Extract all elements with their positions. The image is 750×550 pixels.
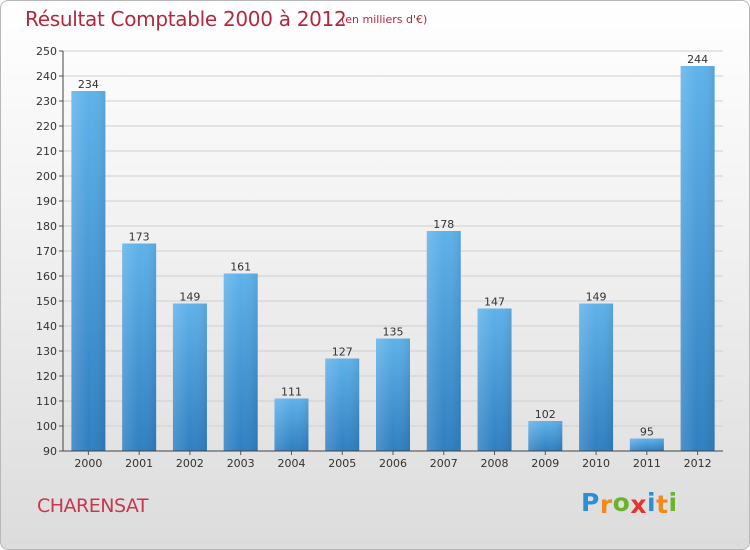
y-tick-label: 240: [36, 70, 57, 83]
bar-shading: [477, 308, 512, 451]
bar-shading: [528, 421, 563, 451]
y-tick-label: 160: [36, 270, 57, 283]
x-tick-label: 2006: [379, 457, 407, 470]
logo-letter: x: [630, 490, 647, 519]
value-label: 135: [383, 326, 404, 339]
value-label: 95: [640, 426, 654, 439]
value-label: 127: [332, 346, 353, 359]
bar-shading: [325, 358, 360, 451]
y-tick-label: 150: [36, 295, 57, 308]
x-tick-label: 2004: [277, 457, 305, 470]
bar-shading: [376, 338, 410, 451]
value-label: 149: [179, 291, 200, 304]
y-tick-label: 90: [43, 445, 57, 458]
x-tick-label: 2005: [328, 457, 356, 470]
bar-shading: [172, 303, 207, 451]
logo-letter: o: [612, 488, 631, 517]
x-tick-label: 2000: [74, 457, 102, 470]
bar-shading: [680, 66, 715, 451]
y-tick-label: 130: [36, 345, 57, 358]
x-tick-label: 2012: [684, 457, 712, 470]
y-tick-label: 190: [36, 195, 57, 208]
chart-title: Résultat Comptable 2000 à 2012: [25, 7, 347, 31]
logo-letter: r: [599, 490, 613, 519]
value-label: 149: [586, 291, 607, 304]
value-label: 178: [433, 218, 454, 231]
logo-letter: i: [668, 488, 678, 517]
y-tick-label: 180: [36, 220, 57, 233]
chart-subtitle: (en milliers d'€): [341, 13, 428, 26]
bar-shading: [223, 273, 258, 451]
x-axis-tick-labels: 2000 2001 2002 2003 2004 2005 2006 2007 2008 2009…: [74, 451, 712, 470]
bar-shading: [71, 91, 106, 451]
value-label: 244: [687, 53, 708, 66]
logo-letter: t: [656, 490, 669, 519]
x-tick-label: 2010: [582, 457, 610, 470]
y-tick-label: 120: [36, 370, 57, 383]
y-tick-label: 220: [36, 120, 57, 133]
x-tick-label: 2001: [125, 457, 153, 470]
y-tick-label: 140: [36, 320, 57, 333]
x-tick-label: 2002: [176, 457, 204, 470]
value-label: 111: [281, 386, 302, 399]
logo-letter: i: [647, 488, 657, 517]
y-tick-label: 100: [36, 420, 57, 433]
y-tick-label: 210: [36, 145, 57, 158]
x-tick-label: 2011: [633, 457, 661, 470]
y-tick-label: 200: [36, 170, 57, 183]
x-tick-label: 2007: [430, 457, 458, 470]
x-tick-label: 2003: [227, 457, 255, 470]
value-label: 161: [230, 261, 251, 274]
y-tick-label: 250: [36, 45, 57, 58]
value-label: 102: [535, 408, 556, 421]
logo-letter: P: [581, 488, 600, 517]
proxiti-logo: Proxiti: [581, 488, 678, 519]
bar-shading: [274, 398, 309, 451]
y-tick-label: 230: [36, 95, 57, 108]
bar-shading: [122, 243, 157, 451]
x-tick-label: 2008: [481, 457, 509, 470]
bars: 234 173 149 161 111 127 135 178 147 102 149 95 244: [71, 53, 715, 451]
bar-shading: [579, 303, 614, 451]
value-label: 234: [78, 78, 99, 91]
commune-name: CHARENSAT: [37, 495, 149, 517]
x-tick-label: 2009: [531, 457, 559, 470]
y-tick-label: 110: [36, 395, 57, 408]
y-axis-tick-labels: 90 100 110 120 130 140 150 160 170 180 190 200 210 22…: [36, 45, 57, 458]
bar-shading: [629, 438, 664, 451]
value-label: 173: [129, 231, 150, 244]
value-label: 147: [484, 296, 505, 309]
bar-shading: [426, 231, 461, 451]
y-tick-label: 170: [36, 245, 57, 258]
